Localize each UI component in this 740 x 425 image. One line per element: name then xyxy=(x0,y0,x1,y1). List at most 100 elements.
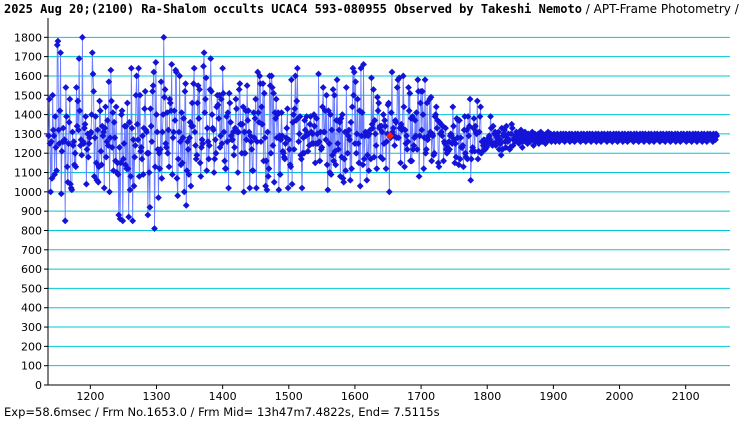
data-point-1838 xyxy=(508,124,516,132)
data-point-1186 xyxy=(77,136,85,144)
data-point-1198 xyxy=(85,140,93,147)
data-point-1345 xyxy=(182,201,190,209)
data-point-1640 xyxy=(377,122,385,130)
data-point-1154 xyxy=(56,107,64,115)
data-point-1584 xyxy=(340,155,348,163)
data-point-1403 xyxy=(221,157,229,165)
data-point-1215 xyxy=(96,107,104,115)
data-point-1232 xyxy=(108,97,115,105)
data-point-1254 xyxy=(122,122,130,130)
data-point-1146 xyxy=(51,171,59,178)
data-point-1571 xyxy=(332,161,340,169)
data-point-1211 xyxy=(94,126,102,134)
data-point-1258 xyxy=(125,213,133,221)
data-point-1159 xyxy=(59,124,67,132)
data-point-1630 xyxy=(371,116,379,124)
data-point-1143 xyxy=(49,91,57,99)
data-point-1499 xyxy=(284,184,292,192)
x-tick-label-1300: 1300 xyxy=(142,390,170,403)
data-point-1332 xyxy=(174,192,182,200)
data-point-1575 xyxy=(334,145,342,153)
data-point-1137 xyxy=(45,132,53,140)
data-point-1770 xyxy=(463,155,471,163)
data-point-1607 xyxy=(356,107,363,115)
data-point-1613 xyxy=(360,60,367,68)
data-point-1475 xyxy=(268,84,276,91)
data-point-1267 xyxy=(131,153,139,161)
data-point-1378 xyxy=(204,138,212,146)
data-point-1599 xyxy=(350,68,358,76)
data-point-1161 xyxy=(61,136,68,144)
x-tick-label-1800: 1800 xyxy=(473,390,501,403)
data-point-1704 xyxy=(420,165,428,173)
data-point-1212 xyxy=(94,178,102,186)
data-point-1652 xyxy=(385,188,393,196)
data-point-1349 xyxy=(185,171,193,178)
data-point-1216 xyxy=(97,147,105,155)
data-point-1635 xyxy=(374,107,382,115)
data-point-1330 xyxy=(172,68,180,76)
data-point-2147 xyxy=(713,132,721,140)
data-point-1446 xyxy=(249,167,257,174)
data-point-1204 xyxy=(89,70,97,78)
data-point-1371 xyxy=(200,62,207,70)
data-point-1354 xyxy=(188,99,196,107)
data-point-1443 xyxy=(247,138,255,146)
data-point-1481 xyxy=(272,95,280,103)
data-point-1365 xyxy=(196,86,203,93)
data-point-1731 xyxy=(438,128,445,136)
data-point-1525 xyxy=(301,126,309,134)
data-point-1338 xyxy=(178,109,186,117)
data-point-1673 xyxy=(399,72,407,80)
data-point-1561 xyxy=(325,140,333,147)
data-point-1632 xyxy=(372,142,380,149)
data-point-1289 xyxy=(145,169,153,176)
data-point-1455 xyxy=(255,118,263,126)
exposure-info-footer: Exp=58.6msec / Frm No.1653.0 / Frm Mid= … xyxy=(4,405,440,419)
data-point-1260 xyxy=(126,186,134,194)
data-point-1178 xyxy=(72,163,80,171)
x-tick-label-1600: 1600 xyxy=(341,390,369,403)
data-point-1214 xyxy=(96,97,103,105)
data-point-1444 xyxy=(248,145,256,153)
chart-title: 2025 Aug 20;(2100) Ra-Shalom occults UCA… xyxy=(4,2,582,16)
data-point-1477 xyxy=(270,89,277,97)
data-point-1419 xyxy=(231,124,239,132)
y-tick-label-1300: 1300 xyxy=(14,128,42,141)
data-point-1265 xyxy=(129,136,137,144)
data-point-1399 xyxy=(218,140,226,147)
data-point-1723 xyxy=(432,103,440,111)
data-point-1631 xyxy=(372,130,379,138)
x-tick-label-1700: 1700 xyxy=(407,390,435,403)
data-point-1594 xyxy=(347,118,355,126)
data-point-1639 xyxy=(377,153,385,161)
data-point-1287 xyxy=(144,211,152,219)
data-point-1253 xyxy=(121,161,129,169)
data-point-1230 xyxy=(106,134,114,142)
y-tick-label-600: 600 xyxy=(21,263,42,276)
data-point-1192 xyxy=(81,120,89,128)
data-point-1380 xyxy=(206,142,213,149)
data-point-1331 xyxy=(173,174,181,182)
data-point-1772 xyxy=(465,132,473,140)
data-point-1348 xyxy=(184,145,192,153)
data-point-1295 xyxy=(149,82,157,90)
data-point-1625 xyxy=(368,74,375,82)
data-point-1237 xyxy=(111,134,119,142)
data-point-1377 xyxy=(204,124,211,132)
data-point-1646 xyxy=(381,122,389,130)
data-point-1708 xyxy=(422,145,430,153)
data-point-1681 xyxy=(405,84,412,91)
data-point-1771 xyxy=(464,113,472,120)
data-point-1478 xyxy=(270,178,278,186)
data-point-1326 xyxy=(170,128,178,136)
data-point-1557 xyxy=(323,91,330,99)
data-point-1145 xyxy=(50,132,58,140)
data-point-1188 xyxy=(78,33,86,41)
data-point-1767 xyxy=(462,149,469,157)
data-point-1417 xyxy=(230,151,238,159)
data-point-1213 xyxy=(95,163,103,171)
data-point-1716 xyxy=(428,157,436,165)
data-point-1389 xyxy=(211,136,219,144)
data-point-1570 xyxy=(331,147,339,155)
